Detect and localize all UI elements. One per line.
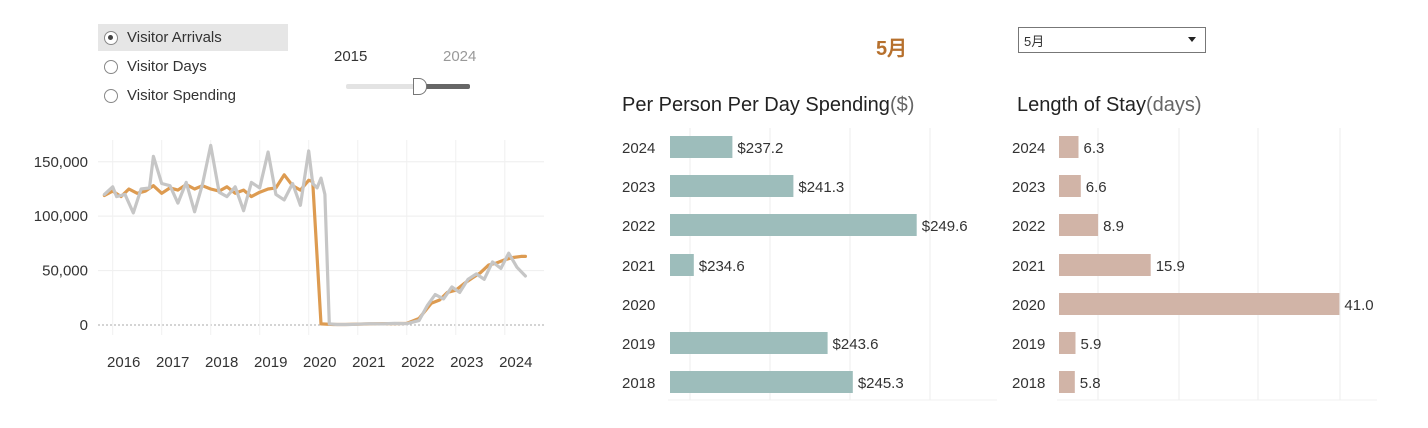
spending-bar	[670, 214, 917, 236]
month-title: 5月	[876, 38, 908, 60]
stay-bar	[1059, 136, 1079, 158]
month-dropdown[interactable]: 5月	[1018, 27, 1206, 53]
stay-year-label: 2020	[1012, 297, 1045, 314]
spending-year-label: 2022	[622, 218, 655, 235]
chevron-down-icon	[1188, 37, 1196, 42]
spending-year-label: 2021	[622, 258, 655, 275]
spending-bar	[670, 175, 794, 197]
arrivals-line-chart: 0 50,000 100,000 150,000 2016 2017 2018 2019 202…	[34, 140, 544, 371]
stay-value-label: 41.0	[1344, 297, 1373, 314]
x-tick-label: 2020	[303, 354, 336, 371]
spending-year-label: 2018	[622, 375, 655, 392]
year-slider-track[interactable]	[346, 84, 470, 89]
stay-bar	[1059, 371, 1075, 393]
radio-visitor-spending[interactable]: Visitor Spending	[98, 82, 288, 109]
stay-year-label: 2024	[1012, 140, 1045, 157]
stay-year-label: 2018	[1012, 375, 1045, 392]
x-tick-label: 2024	[499, 354, 532, 371]
year-slider-range	[420, 84, 470, 89]
spending-panel-title: Per Person Per Day Spending($)	[622, 94, 914, 117]
slider-end-label: 2024	[443, 48, 477, 65]
spending-year-label: 2023	[622, 179, 655, 196]
y-tick-label: 100,000	[34, 208, 88, 225]
spending-value-label: $245.3	[858, 375, 904, 392]
spending-title-unit: ($)	[889, 94, 915, 116]
radio-label: Visitor Arrivals	[127, 29, 222, 46]
spending-year-label: 2024	[622, 140, 655, 157]
stay-value-label: 8.9	[1103, 218, 1124, 235]
spending-bar	[670, 136, 733, 158]
radio-visitor-arrivals[interactable]: Visitor Arrivals	[98, 24, 288, 51]
radio-visitor-days[interactable]: Visitor Days	[98, 53, 288, 80]
spending-bar	[670, 254, 694, 276]
stay-year-label: 2021	[1012, 258, 1045, 275]
radio-empty-icon	[104, 59, 118, 74]
stay-panel-title: Length of Stay(days)	[1017, 94, 1202, 117]
metric-radio-group: Visitor Arrivals Visitor Days Visitor Sp…	[98, 24, 288, 111]
radio-empty-icon	[104, 88, 118, 103]
spending-value-label: $237.2	[737, 140, 783, 157]
spending-value-label: $249.6	[922, 218, 968, 235]
stay-bar	[1059, 332, 1076, 354]
stay-year-label: 2019	[1012, 336, 1045, 353]
stay-value-label: 5.9	[1081, 336, 1102, 353]
spending-value-label: $234.6	[699, 258, 745, 275]
spending-value-label: $243.6	[833, 336, 879, 353]
stay-value-label: 6.6	[1086, 179, 1107, 196]
spending-year-label: 2019	[622, 336, 655, 353]
x-tick-label: 2016	[107, 354, 140, 371]
arrivals-line-gray	[102, 143, 527, 327]
spending-year-label: 2020	[622, 297, 655, 314]
stay-bar	[1059, 254, 1151, 276]
stay-title-text: Length of Stay	[1017, 94, 1146, 116]
slider-start-label: 2015	[334, 48, 368, 65]
stay-value-label: 15.9	[1156, 258, 1185, 275]
stay-year-label: 2022	[1012, 218, 1045, 235]
x-tick-label: 2023	[450, 354, 483, 371]
stay-bar	[1059, 175, 1081, 197]
x-tick-label: 2021	[352, 354, 385, 371]
month-dropdown-value: 5月	[1024, 33, 1045, 49]
radio-label: Visitor Spending	[127, 87, 236, 104]
spending-value-label: $241.3	[798, 179, 844, 196]
stay-title-unit: (days)	[1145, 94, 1202, 116]
spending-bar	[670, 332, 828, 354]
spending-title-text: Per Person Per Day Spending	[622, 94, 890, 116]
spending-bar	[670, 371, 853, 393]
stay-value-label: 5.8	[1080, 375, 1101, 392]
stay-bar	[1059, 293, 1340, 315]
x-tick-label: 2018	[205, 354, 238, 371]
stay-value-label: 6.3	[1084, 140, 1105, 157]
stay-bar	[1059, 214, 1099, 236]
stay-year-label: 2023	[1012, 179, 1045, 196]
x-tick-label: 2022	[401, 354, 434, 371]
year-slider-handle[interactable]	[413, 78, 427, 95]
y-tick-label: 150,000	[34, 154, 88, 171]
x-tick-label: 2017	[156, 354, 189, 371]
y-tick-label: 0	[80, 317, 88, 334]
y-tick-label: 50,000	[42, 263, 88, 280]
radio-label: Visitor Days	[127, 58, 207, 75]
x-tick-label: 2019	[254, 354, 287, 371]
radio-selected-icon	[104, 30, 118, 45]
